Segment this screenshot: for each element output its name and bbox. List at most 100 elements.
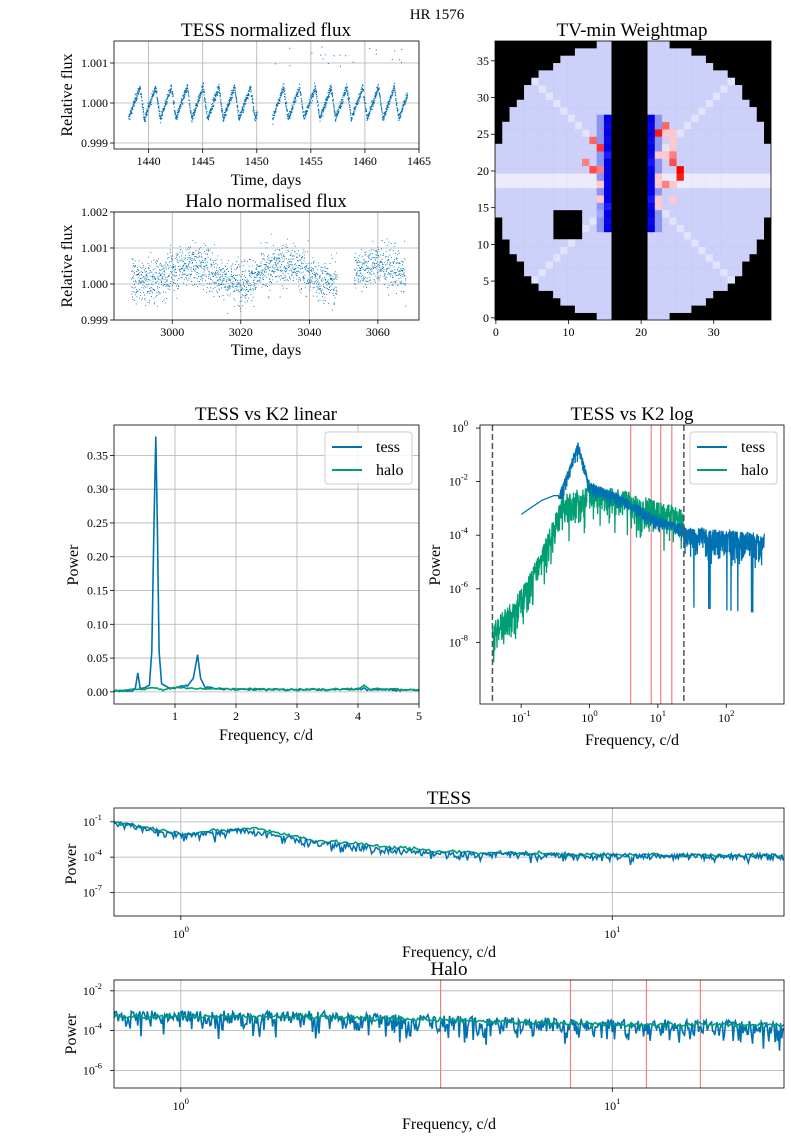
weightmap-pixel <box>705 99 714 108</box>
weightmap-pixel <box>712 231 721 240</box>
weightmap-pixel <box>676 305 685 313</box>
weightmap-pixel <box>669 305 677 313</box>
panel-linear: TESS vs K2 linear 1 2 3 4 5 0.00 0.05 0.10 0.15 0… <box>65 404 422 744</box>
weightmap-pixel <box>545 195 554 203</box>
weightmap-pixel <box>509 121 518 130</box>
weightmap-pixel <box>712 92 721 101</box>
weightmap-pixel <box>741 195 750 203</box>
weightmap-pixel <box>509 209 518 218</box>
weightmap-pixel <box>712 202 721 211</box>
weightmap-pixel <box>691 217 699 225</box>
weightmap-pixel <box>727 261 735 269</box>
weightmap-pixel <box>545 136 554 145</box>
weightmap-pixel <box>538 121 547 130</box>
weightmap-pixel <box>705 136 714 145</box>
weightmap-pixel <box>698 129 706 137</box>
weightmap-pixel <box>654 173 663 181</box>
weightmap-pixel <box>502 202 510 211</box>
x-tick-label: 1 <box>172 709 178 723</box>
weightmap-pixel <box>502 195 510 203</box>
weightmap-pixel <box>582 55 590 64</box>
weightmap-pixel <box>531 114 539 123</box>
weightmap-pixel <box>538 209 547 218</box>
weightmap-pixel <box>727 217 735 225</box>
weightmap-pixel <box>582 253 590 262</box>
x-tick-label: 1450 <box>245 154 269 168</box>
weightmap-pixel <box>705 143 714 152</box>
weightmap-pixel <box>741 224 750 233</box>
weightmap-pixel <box>647 165 656 174</box>
weightmap-pixel <box>574 55 583 64</box>
y-tick-label: 0.25 <box>87 516 108 530</box>
weightmap-pixel <box>567 143 576 152</box>
weightmap-pixel <box>582 195 590 203</box>
weightmap-pixel <box>756 217 765 225</box>
weightmap-pixel <box>647 92 656 101</box>
weightmap-pixel <box>669 92 677 101</box>
y-tick-label: 0.00 <box>87 685 108 699</box>
weightmap-pixel <box>531 92 539 101</box>
weightmap-pixel <box>720 239 728 247</box>
y-tick-label: 30 <box>477 91 489 105</box>
weightmap-pixel <box>574 283 583 291</box>
weightmap-pixel <box>516 217 525 225</box>
weightmap-pixel <box>720 143 728 152</box>
weightmap-pixel <box>531 129 539 137</box>
panel-tess-periodogram: TESS 100 101 10-7 10-4 10-1 Frequency, c/d P… <box>63 788 785 961</box>
weightmap-pixel <box>574 63 583 71</box>
weightmap-pixel <box>720 253 728 262</box>
weightmap-pixel <box>669 114 677 123</box>
weightmap-pixel <box>756 165 765 174</box>
weightmap-pixel <box>662 231 670 240</box>
weightmap-pixel <box>676 136 685 145</box>
weightmap-pixel <box>567 268 576 277</box>
weightmap-pixel <box>603 143 612 152</box>
weightmap-pixel <box>756 209 765 218</box>
weightmap-pixel <box>741 231 750 240</box>
weightmap-pixel <box>545 217 554 225</box>
weightmap-pixel <box>662 246 670 255</box>
weightmap-pixel <box>676 180 685 189</box>
weightmap-pixel <box>683 121 692 130</box>
weightmap-pixel <box>683 85 692 93</box>
x-tick-label: 20 <box>635 325 647 339</box>
weightmap-pixel <box>720 85 728 93</box>
weightmap-pixel <box>683 107 692 115</box>
weightmap-pixel <box>596 165 605 174</box>
weightmap-pixel <box>589 158 597 167</box>
weightmap-pixel <box>712 180 721 189</box>
y-tick-label: 0.05 <box>87 651 108 665</box>
weightmap-pixel <box>734 165 743 174</box>
weightmap-pixel <box>545 114 554 123</box>
weightmap-pixel <box>538 114 547 123</box>
y-tick-label: 0.15 <box>87 584 108 598</box>
weightmap-pixel <box>596 195 605 203</box>
weightmap-pixel <box>647 77 656 86</box>
weightmap-pixel <box>654 187 663 196</box>
weightmap-pixel <box>538 246 547 255</box>
weightmap-pixel <box>662 77 670 86</box>
weightmap-pixel <box>647 275 656 284</box>
weightmap-pixel <box>524 85 532 93</box>
weightmap-pixel <box>654 239 663 247</box>
weightmap-pixel <box>582 63 590 71</box>
weightmap-pixel <box>495 151 503 159</box>
weightmap-pixel <box>603 70 612 79</box>
weightmap-pixel <box>698 136 706 145</box>
weightmap-pixel <box>669 275 677 284</box>
weightmap-pixel <box>654 63 663 71</box>
y-tick-label: 15 <box>477 201 489 215</box>
weightmap-pixel <box>538 195 547 203</box>
weightmap-pixel <box>603 129 612 137</box>
weightmap-pixel <box>545 180 554 189</box>
weightmap-pixel <box>654 92 663 101</box>
weightmap-pixel <box>603 136 612 145</box>
weightmap-pixel <box>509 143 518 152</box>
weightmap-pixel <box>727 143 735 152</box>
weightmap-pixel <box>741 246 750 255</box>
weightmap-pixel <box>538 143 547 152</box>
weightmap-pixel <box>712 283 721 291</box>
weightmap-pixel <box>734 195 743 203</box>
weightmap-pixel <box>647 261 656 269</box>
weightmap-pixel <box>545 224 554 233</box>
